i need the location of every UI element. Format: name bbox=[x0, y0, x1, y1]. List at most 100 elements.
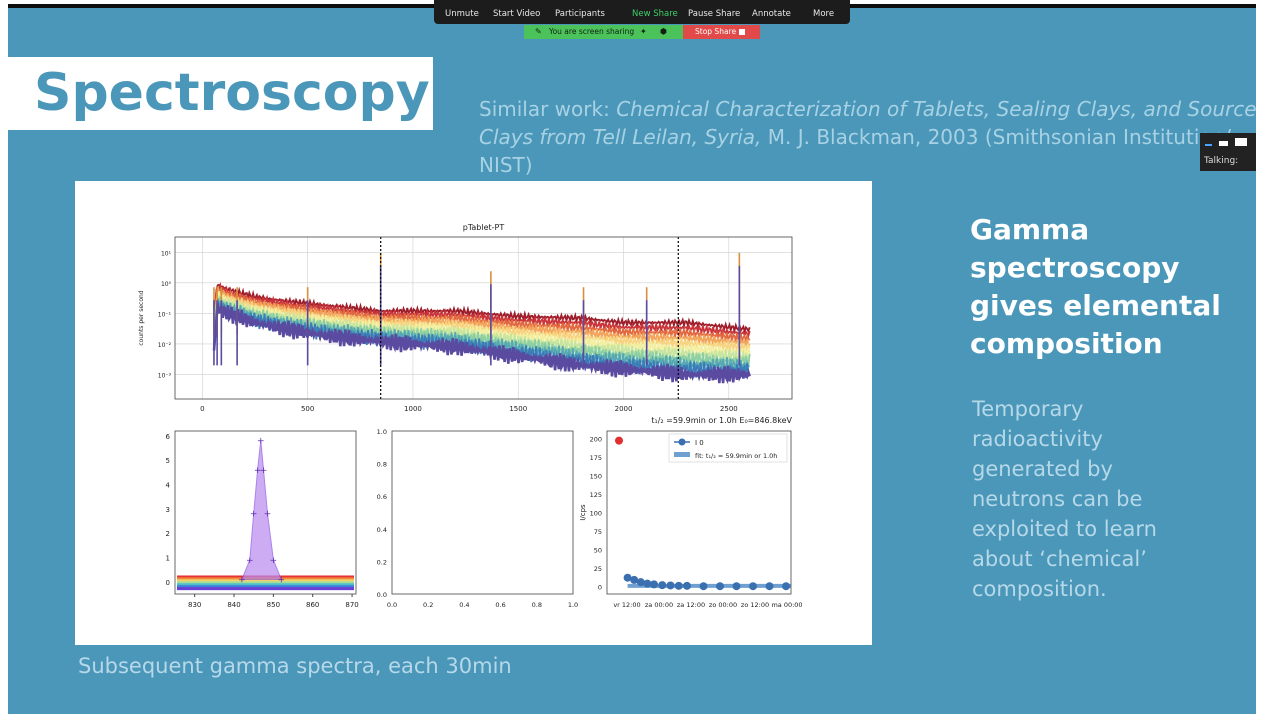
empty-x-tick: 0.8 bbox=[532, 601, 542, 609]
spectrum-series-line bbox=[213, 296, 751, 368]
unmute-button[interactable]: Unmute bbox=[445, 9, 479, 19]
decay-y-tick: 50 bbox=[594, 547, 602, 555]
main-y-tick: 10⁻³ bbox=[158, 373, 172, 380]
decay-data-point bbox=[636, 578, 645, 587]
empty-x-tick: 0.4 bbox=[459, 601, 469, 609]
gamma-body-text: Temporary radioactivity generated by neu… bbox=[972, 397, 1157, 601]
zoom-y-tick: 2 bbox=[166, 530, 170, 538]
similar-prefix: Similar work: bbox=[479, 97, 617, 121]
main-y-tick: 10⁰ bbox=[161, 281, 172, 288]
zoom-peak-point: + bbox=[250, 510, 258, 520]
decay-y-tick: 150 bbox=[590, 472, 602, 480]
zoom-peak-point: + bbox=[270, 556, 278, 566]
main-x-tick: 500 bbox=[301, 405, 314, 413]
decay-y-tick: 75 bbox=[594, 528, 602, 536]
zoom-y-tick: 3 bbox=[166, 506, 170, 514]
decay-y-tick: 0 bbox=[598, 584, 602, 592]
view-toggle-icon[interactable] bbox=[1204, 137, 1254, 147]
decay-y-tick: 100 bbox=[590, 510, 602, 518]
decay-y-tick: 25 bbox=[594, 565, 602, 573]
annotate-button[interactable]: Annotate bbox=[752, 9, 791, 19]
pause-share-button[interactable]: Pause Share bbox=[688, 9, 741, 19]
decay-data-point bbox=[716, 582, 724, 591]
empty-y-tick: 0.0 bbox=[377, 591, 387, 599]
empty-y-tick: 0.2 bbox=[377, 558, 387, 566]
screen-sharing-bar: ✎ You are screen sharing ✦ ⬢ Stop Share bbox=[524, 25, 760, 39]
zoom-x-tick: 870 bbox=[345, 601, 358, 609]
figure-svg: pTablet-PT0 500 1000 1500 2000 250010¹10⁰10⁻¹… bbox=[138, 223, 803, 609]
decay-y-label: I/cps bbox=[579, 504, 587, 521]
decay-legend-marker bbox=[678, 438, 686, 446]
similar-work-text: Similar work: Chemical Characterization … bbox=[479, 95, 1259, 179]
main-annotation: t₁/₂ =59.9min or 1.0h E₀=846.8keV bbox=[651, 416, 792, 425]
zoom-meeting-toolbar: Unmute Start Video Participants New Shar… bbox=[434, 0, 850, 24]
decay-legend-label-0: I 0 bbox=[695, 439, 704, 447]
sharing-label: You are screen sharing bbox=[549, 27, 635, 36]
stop-share-button[interactable]: Stop Share bbox=[683, 25, 760, 39]
zoom-peak-point: + bbox=[246, 556, 254, 566]
page-title: Spectroscopy bbox=[34, 63, 430, 123]
decay-data-point bbox=[658, 581, 667, 590]
similar-citation-suffix: M. J. Blackman, 2003 (Smithsonian Instit… bbox=[479, 125, 1232, 177]
zoom-baseline-band bbox=[177, 585, 354, 589]
zoom-peak-point: + bbox=[277, 575, 285, 585]
decay-x-tick: zo 12:00 bbox=[741, 601, 769, 609]
decay-data-point bbox=[650, 580, 658, 589]
main-y-tick: 10¹ bbox=[161, 250, 172, 257]
decay-x-tick: ma 00:00 bbox=[771, 601, 802, 609]
decay-data-point bbox=[782, 582, 790, 591]
zoom-peak-shape bbox=[241, 440, 282, 580]
similar-citation-title: Chemical Characterization of Tablets, Se… bbox=[479, 97, 1257, 149]
stop-share-label: Stop Share bbox=[695, 27, 737, 36]
decay-legend-box bbox=[668, 433, 788, 463]
running-person-icon: ✦ bbox=[640, 27, 647, 36]
empty-y-tick: 0.4 bbox=[377, 526, 387, 534]
start-video-button[interactable]: Start Video bbox=[493, 9, 541, 19]
talking-panel: Talking: bbox=[1200, 133, 1256, 171]
empty-plot-frame bbox=[391, 430, 574, 595]
figure-panel: pTablet-PT 0 500 1000 1500 2000 2500 10¹ 10⁰ 10⁻¹… bbox=[75, 181, 872, 645]
decay-data-point bbox=[683, 581, 691, 590]
zoom-baseline-band bbox=[177, 579, 354, 583]
decay-outlier-point bbox=[615, 436, 623, 445]
decay-data-point bbox=[732, 582, 741, 591]
decay-x-tick: zo 00:00 bbox=[709, 601, 737, 609]
decay-x-tick: za 00:00 bbox=[645, 601, 673, 609]
main-plot-frame bbox=[174, 236, 793, 400]
decay-data-point bbox=[666, 581, 675, 590]
decay-data-point bbox=[630, 575, 639, 584]
zoom-y-tick: 6 bbox=[166, 433, 171, 441]
zoom-peak-point: + bbox=[238, 575, 246, 585]
empty-y-tick: 0.6 bbox=[377, 493, 387, 501]
main-x-tick: 1500 bbox=[509, 405, 527, 413]
decay-x-tick: za 12:00 bbox=[677, 601, 705, 609]
main-x-tick: 2500 bbox=[720, 405, 738, 413]
decay-legend-label-1: fit: t₁/₂ = 59.9min or 1.0h bbox=[695, 452, 777, 460]
new-share-button[interactable]: New Share bbox=[632, 9, 678, 19]
zoom-peak-point: + bbox=[260, 466, 268, 476]
zoom-peak-point: + bbox=[257, 437, 265, 447]
pin-icon: ✎ bbox=[535, 27, 542, 36]
main-y-tick: 10⁻¹ bbox=[158, 311, 172, 318]
empty-y-tick: 1.0 bbox=[377, 428, 387, 436]
main-y-label: counts per second bbox=[138, 290, 145, 345]
empty-y-tick: 0.8 bbox=[377, 461, 387, 469]
zoom-y-tick: 4 bbox=[166, 482, 171, 490]
zoom-x-tick: 840 bbox=[227, 601, 240, 609]
zoom-baseline-band bbox=[177, 587, 354, 591]
participants-button[interactable]: Participants bbox=[555, 9, 605, 19]
more-button[interactable]: More bbox=[813, 9, 835, 19]
zoom-x-tick: 830 bbox=[188, 601, 201, 609]
decay-data-point bbox=[623, 573, 632, 582]
zoom-baseline-band bbox=[177, 583, 354, 587]
zoom-peak-point: + bbox=[264, 510, 272, 520]
zoom-x-tick: 850 bbox=[267, 601, 280, 609]
zoom-baseline-band bbox=[177, 581, 354, 585]
decay-y-tick: 125 bbox=[590, 491, 602, 499]
slide-caption: Subsequent gamma spectra, each 30min bbox=[78, 654, 512, 678]
decay-y-tick: 200 bbox=[590, 435, 602, 443]
main-x-tick: 0 bbox=[200, 405, 204, 413]
decay-legend-fit-marker bbox=[674, 452, 690, 457]
decay-data-point bbox=[765, 582, 774, 591]
spectrum-series-line bbox=[213, 281, 751, 339]
